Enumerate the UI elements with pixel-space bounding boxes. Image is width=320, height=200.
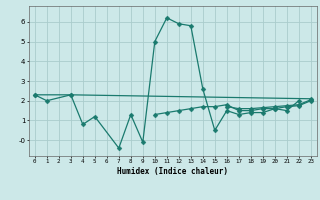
- X-axis label: Humidex (Indice chaleur): Humidex (Indice chaleur): [117, 167, 228, 176]
